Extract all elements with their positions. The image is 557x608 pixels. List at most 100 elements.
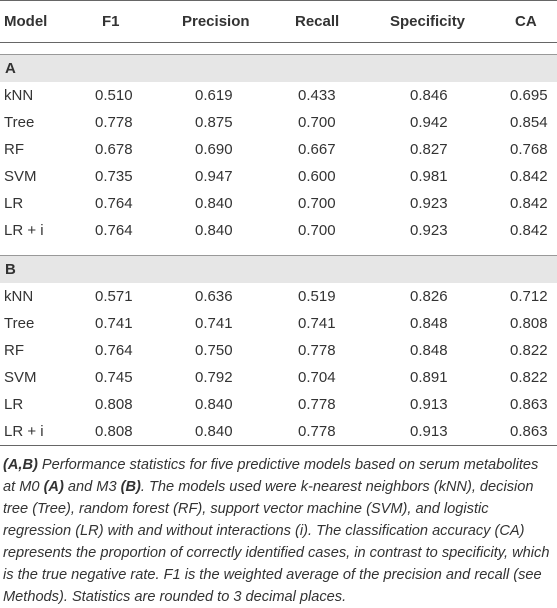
metric-value: 0.848 [410,315,448,332]
data-row: Tree 0.778 0.875 0.700 0.942 0.854 [0,109,557,136]
metric-value: 0.700 [298,195,336,212]
spacer [0,244,557,256]
model-name: Tree [4,315,35,332]
metric-value: 0.826 [410,288,448,305]
metric-value: 0.433 [298,87,336,104]
metric-value: 0.842 [510,195,548,212]
data-row: Tree 0.741 0.741 0.741 0.848 0.808 [0,310,557,337]
section-row: B [0,255,557,283]
section-label: A [0,54,557,82]
metric-value: 0.600 [298,168,336,185]
metric-value: 0.750 [195,342,233,359]
model-name: LR [4,195,24,212]
data-row: kNN 0.510 0.619 0.433 0.846 0.695 [0,82,557,109]
spacer-cell [0,42,557,55]
metric-value: 0.822 [510,342,548,359]
model-name: SVM [4,369,37,386]
data-row: kNN 0.571 0.636 0.519 0.826 0.712 [0,283,557,310]
data-row: SVM 0.735 0.947 0.600 0.981 0.842 [0,163,557,190]
metric-value: 0.808 [510,315,548,332]
header-row: Model F1 Precision Recall Specificity CA [0,0,557,43]
metric-value: 0.778 [298,342,336,359]
data-row: LR + i 0.764 0.840 0.700 0.923 0.842 [0,217,557,244]
model-name: SVM [4,168,37,185]
metric-value: 0.695 [510,87,548,104]
metric-value: 0.700 [298,222,336,239]
metric-value: 0.808 [95,396,133,413]
data-row: SVM 0.745 0.792 0.704 0.891 0.822 [0,364,557,391]
metric-value: 0.764 [95,195,133,212]
metric-value: 0.768 [510,141,548,158]
metric-value: 0.942 [410,114,448,131]
spacer [0,42,557,55]
model-name: kNN [4,288,34,305]
metric-value: 0.863 [510,396,548,413]
model-name: kNN [4,87,34,104]
metric-value: 0.923 [410,195,448,212]
spacer-cell [0,244,557,256]
metric-value: 0.840 [195,222,233,239]
metric-value: 0.678 [95,141,133,158]
model-name: LR + i [4,423,44,440]
model-name: RF [4,342,24,359]
metric-value: 0.875 [195,114,233,131]
model-name: RF [4,141,24,158]
metric-value: 0.840 [195,423,233,440]
metric-value: 0.741 [95,315,133,332]
metric-value: 0.854 [510,114,548,131]
caption-bold: (A,B) [3,457,38,473]
metric-value: 0.700 [298,114,336,131]
metric-value: 0.981 [410,168,448,185]
metric-value: 0.510 [95,87,133,104]
metric-value: 0.840 [195,396,233,413]
caption-text: and M3 [63,479,121,495]
metric-value: 0.667 [298,141,336,158]
metric-value: 0.741 [298,315,336,332]
metric-value: 0.848 [410,342,448,359]
metric-value: 0.842 [510,222,548,239]
column-header: Precision [180,0,285,43]
metric-value: 0.778 [95,114,133,131]
caption-text: . The models used were k-nearest neighbo… [3,479,550,605]
caption-bold: (A) [43,479,64,495]
model-name: LR [4,396,24,413]
metric-value: 0.840 [195,195,233,212]
metric-value: 0.822 [510,369,548,386]
model-name: LR + i [4,222,44,239]
metric-value: 0.764 [95,222,133,239]
metric-value: 0.842 [510,168,548,185]
metric-value: 0.778 [298,396,336,413]
metric-value: 0.913 [410,396,448,413]
metric-value: 0.764 [95,342,133,359]
metric-value: 0.690 [195,141,233,158]
model-name: Tree [4,114,35,131]
column-header: Specificity [385,0,500,43]
metric-value: 0.863 [510,423,548,440]
data-row: LR 0.764 0.840 0.700 0.923 0.842 [0,190,557,217]
metric-value: 0.891 [410,369,448,386]
caption-text: Performance statistics for five predicti… [3,457,539,495]
column-header: CA [500,0,557,43]
metric-value: 0.913 [410,423,448,440]
metric-value: 0.827 [410,141,448,158]
column-header: F1 [88,0,180,43]
data-row: LR 0.808 0.840 0.778 0.913 0.863 [0,391,557,418]
metric-value: 0.846 [410,87,448,104]
section-label: B [0,255,557,283]
metric-value: 0.778 [298,423,336,440]
metric-value: 0.792 [195,369,233,386]
data-row: LR + i 0.808 0.840 0.778 0.913 0.863 [0,418,557,446]
caption-bold: (B) [120,479,141,495]
caption: (A,B) Performance statistics for five pr… [3,454,554,608]
column-header: Recall [285,0,385,43]
metric-value: 0.923 [410,222,448,239]
metric-value: 0.735 [95,168,133,185]
metric-value: 0.741 [195,315,233,332]
metric-value: 0.636 [195,288,233,305]
metric-value: 0.619 [195,87,233,104]
section-row: A [0,54,557,82]
metric-value: 0.712 [510,288,548,305]
metric-value: 0.571 [95,288,133,305]
